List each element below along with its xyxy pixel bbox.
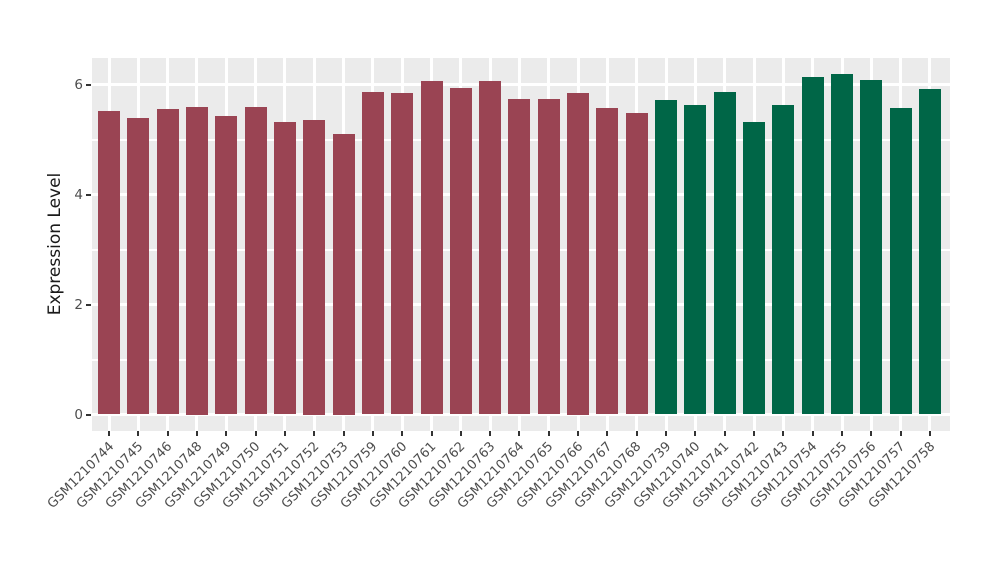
x-tick-mark	[371, 431, 374, 436]
y-tick-mark	[86, 193, 91, 196]
bar	[420, 80, 443, 415]
x-tick-mark	[753, 431, 756, 436]
bar	[918, 88, 941, 415]
x-tick-mark	[928, 431, 931, 436]
y-tick-label: 4	[74, 186, 83, 203]
x-tick-mark	[254, 431, 257, 436]
bar	[831, 74, 853, 415]
bar	[303, 120, 326, 415]
x-tick-mark	[401, 431, 404, 436]
x-tick-mark	[313, 431, 316, 436]
x-tick-mark	[811, 431, 814, 436]
plot-panel	[92, 58, 950, 431]
x-tick-mark	[459, 431, 462, 436]
x-tick-mark	[899, 431, 902, 436]
bar	[244, 107, 267, 415]
x-tick-mark	[342, 431, 345, 436]
x-tick-mark	[841, 431, 843, 436]
y-tick-mark	[86, 413, 91, 416]
y-tick-label: 0	[74, 406, 83, 423]
bar	[713, 92, 736, 415]
bar	[449, 88, 472, 415]
bar	[772, 104, 795, 415]
gridline-major-y	[92, 413, 950, 416]
x-tick-mark	[870, 431, 873, 436]
x-tick-mark	[108, 431, 110, 436]
bar	[743, 121, 766, 415]
y-tick-mark	[86, 83, 91, 86]
x-tick-mark	[723, 431, 726, 436]
bar	[185, 106, 208, 415]
y-tick-label: 6	[74, 76, 83, 93]
x-tick-mark	[195, 431, 198, 436]
x-tick-mark	[694, 431, 697, 436]
y-tick-label: 2	[74, 296, 83, 313]
bar	[98, 111, 120, 415]
bar	[596, 108, 619, 415]
bar	[332, 134, 355, 415]
y-tick-mark	[86, 303, 91, 306]
bar	[127, 118, 150, 415]
x-tick-mark	[635, 431, 638, 436]
bar	[625, 112, 648, 415]
bar	[273, 122, 296, 415]
x-tick-mark	[225, 431, 228, 436]
x-tick-mark	[137, 431, 140, 436]
bar	[215, 115, 238, 415]
x-tick-mark	[430, 431, 433, 436]
bar	[684, 104, 707, 415]
bar	[391, 93, 414, 415]
bar	[860, 80, 883, 415]
x-tick-mark	[606, 431, 609, 436]
x-tick-mark	[577, 431, 580, 436]
x-tick-mark	[547, 431, 550, 436]
bar	[537, 98, 560, 415]
x-tick-mark	[283, 431, 286, 436]
gridline-major-y	[92, 83, 950, 86]
bar	[801, 77, 824, 415]
bar	[655, 99, 678, 415]
x-tick-mark	[166, 431, 169, 436]
bar	[567, 92, 590, 415]
x-tick-mark	[489, 431, 492, 436]
bar	[361, 92, 384, 415]
x-tick-mark	[665, 431, 668, 436]
bar	[156, 108, 179, 415]
bar	[479, 80, 502, 415]
bar	[508, 98, 531, 415]
x-tick-mark	[782, 431, 785, 436]
x-tick-mark	[518, 431, 521, 436]
bar	[889, 108, 912, 415]
